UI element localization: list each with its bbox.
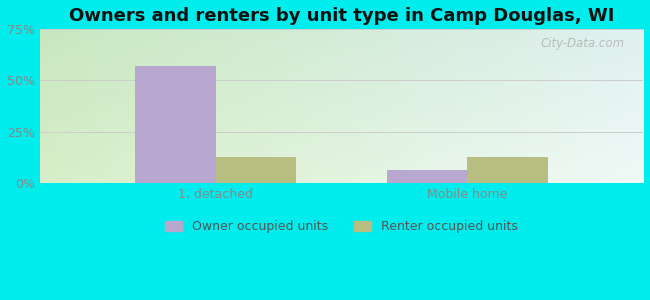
Text: City-Data.com: City-Data.com [541,37,625,50]
Bar [135,66,216,183]
Bar [216,157,296,183]
Bar [467,157,547,183]
Legend: Owner occupied units, Renter occupied units: Owner occupied units, Renter occupied un… [160,215,523,238]
Bar [387,169,467,183]
Title: Owners and renters by unit type in Camp Douglas, WI: Owners and renters by unit type in Camp … [69,7,614,25]
